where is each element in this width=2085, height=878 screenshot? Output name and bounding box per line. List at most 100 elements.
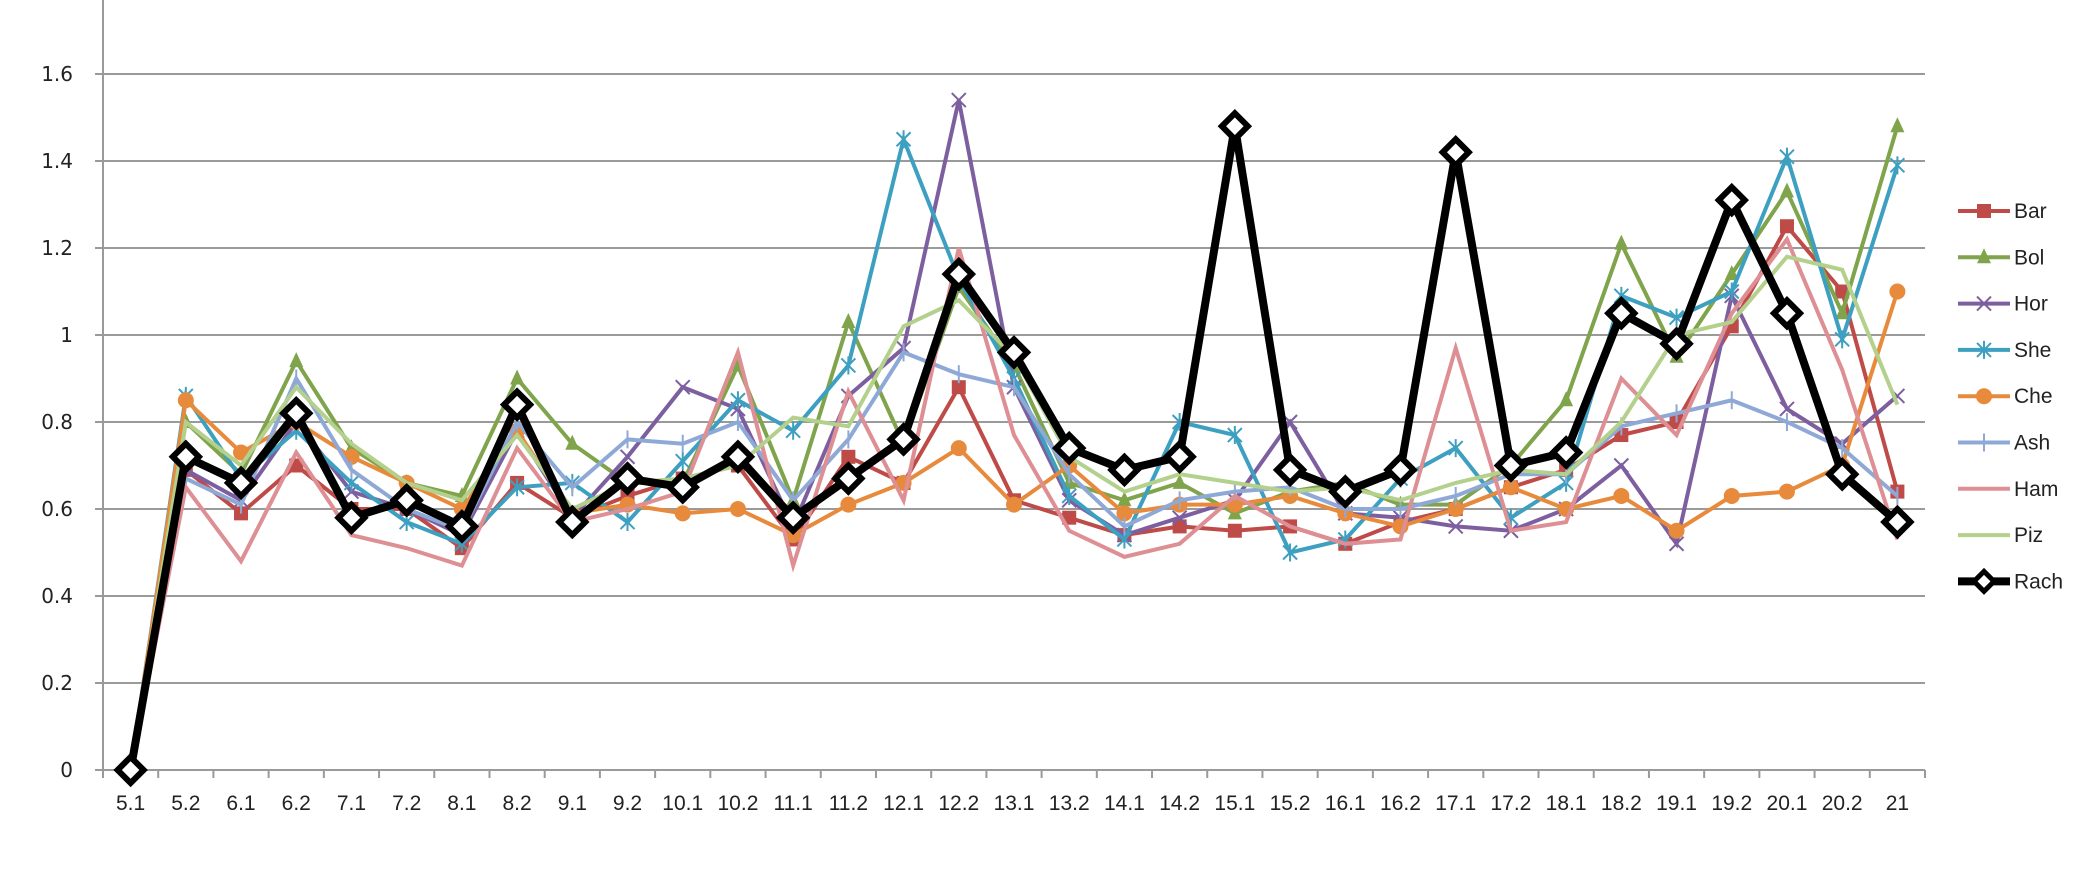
circle-marker-icon [1778, 483, 1795, 500]
circle-marker-icon [1502, 479, 1519, 496]
legend: Bar Bol Hor She Che Ash Ham Piz Rach [1958, 200, 2063, 595]
y-axis: 0 0.2 0.4 0.6 0.8 1 1.2 1.4 1.6 [41, 0, 104, 782]
star-marker-icon [1889, 156, 1906, 175]
series-line [128, 235, 1900, 771]
x-tick-label: 6.1 [226, 792, 255, 815]
legend-item-rach: Rach [1958, 567, 2063, 595]
diamond-marker-icon [941, 256, 977, 292]
legend-label: Hor [2014, 293, 2048, 316]
star-marker-icon [895, 130, 912, 149]
diamond-marker-icon [1217, 108, 1253, 144]
star-marker-icon [840, 356, 857, 375]
legend-label: Bar [2014, 200, 2047, 223]
triangle-marker-icon [1117, 491, 1132, 507]
x-tick-label: 9.1 [558, 792, 587, 815]
legend-label: Ash [2014, 432, 2050, 455]
star-marker-icon [619, 513, 636, 532]
series-ham [128, 235, 1900, 771]
circle-marker-icon [177, 392, 194, 409]
x-tick-label: 19.1 [1656, 792, 1697, 815]
diamond-marker-icon [278, 396, 314, 431]
series-rach [113, 108, 1915, 788]
legend-item-bol: Bol [1958, 246, 2044, 269]
x-tick-label: 8.1 [447, 792, 476, 815]
square-marker-icon [951, 380, 966, 395]
diamond-marker-icon [1824, 456, 1860, 492]
x-tick-label: 18.2 [1601, 792, 1642, 815]
x-tick-label: 8.2 [502, 792, 531, 815]
legend-item-ham: Ham [1958, 478, 2058, 501]
square-marker-icon [1227, 523, 1242, 538]
x-marker-icon [1613, 457, 1630, 474]
circle-marker-icon [785, 527, 802, 544]
legend-label: Piz [2014, 524, 2043, 547]
triangle-marker-icon [1724, 265, 1739, 281]
x-tick-label: 19.2 [1711, 792, 1752, 815]
circle-marker-icon [1668, 522, 1685, 539]
triangle-marker-icon [510, 369, 525, 385]
diamond-marker-icon [444, 509, 480, 544]
legend-label: Ham [2014, 478, 2058, 501]
x-tick-label: 14.1 [1104, 792, 1145, 815]
diamond-marker-icon [886, 422, 921, 457]
diamond-marker-icon [223, 465, 259, 501]
series-line [128, 349, 1899, 771]
triangle-marker-icon [841, 312, 856, 328]
x-tick-label: 16.2 [1380, 792, 1421, 815]
x-tick-label: 20.1 [1767, 792, 1808, 815]
series-bol [123, 117, 1905, 776]
x-tick-label: 7.1 [337, 792, 366, 815]
x-tick-label: 5.1 [116, 792, 145, 815]
legend-label: She [2014, 339, 2051, 362]
legend-label: Che [2014, 385, 2053, 408]
x-tick-label: 17.2 [1490, 792, 1531, 815]
triangle-marker-icon [1977, 248, 1991, 264]
circle-marker-icon [1447, 501, 1464, 517]
x-marker-icon [1976, 295, 1992, 312]
triangle-marker-icon [1835, 304, 1850, 320]
y-tick-label: 0.2 [41, 671, 73, 695]
x-tick-label: 5.2 [171, 792, 200, 815]
star-marker-icon [675, 452, 691, 471]
circle-marker-icon [950, 440, 967, 457]
diamond-marker-icon [720, 439, 756, 475]
circle-marker-icon [840, 496, 857, 513]
series-lines [113, 92, 1915, 788]
diamond-marker-icon [831, 461, 866, 496]
star-marker-icon [1061, 486, 1077, 505]
circle-marker-icon [1889, 283, 1906, 300]
x-marker-icon [1779, 401, 1795, 417]
x-tick-label: 18.1 [1546, 792, 1587, 815]
x-tick-label: 7.2 [392, 792, 421, 815]
diamond-marker-icon [1438, 135, 1473, 170]
circle-marker-icon [729, 501, 746, 517]
series-line [128, 125, 1900, 771]
series-line [128, 132, 1900, 771]
x-tick-label: 16.1 [1325, 792, 1366, 815]
legend-item-bar: Bar [1958, 200, 2047, 223]
x-tick-label: 10.2 [718, 792, 759, 815]
diamond-marker-icon [1383, 452, 1418, 488]
diamond-marker-icon [113, 752, 148, 788]
legend-item-ash: Ash [1958, 432, 2050, 455]
x-marker-icon [1668, 536, 1685, 552]
diamond-marker-icon [996, 335, 1032, 370]
circle-marker-icon [1976, 388, 1992, 405]
series-line [126, 125, 1901, 771]
y-tick-label: 0.4 [41, 584, 73, 608]
triangle-marker-icon [1779, 182, 1794, 198]
star-marker-icon [1724, 282, 1740, 301]
diamond-marker-icon [1162, 439, 1197, 475]
legend-label: Rach [2014, 570, 2063, 593]
x-tick-label: 13.2 [1049, 792, 1090, 815]
triangle-marker-icon [289, 352, 304, 368]
x-tick-label: 12.1 [883, 792, 924, 815]
legend-item-hor: Hor [1958, 293, 2048, 316]
circle-marker-icon [674, 505, 691, 522]
diamond-marker-icon [1051, 430, 1087, 466]
diamond-marker-icon [1493, 448, 1529, 483]
circle-marker-icon [1006, 496, 1022, 513]
circle-marker-icon [1613, 487, 1630, 504]
diamond-marker-icon [665, 470, 700, 505]
